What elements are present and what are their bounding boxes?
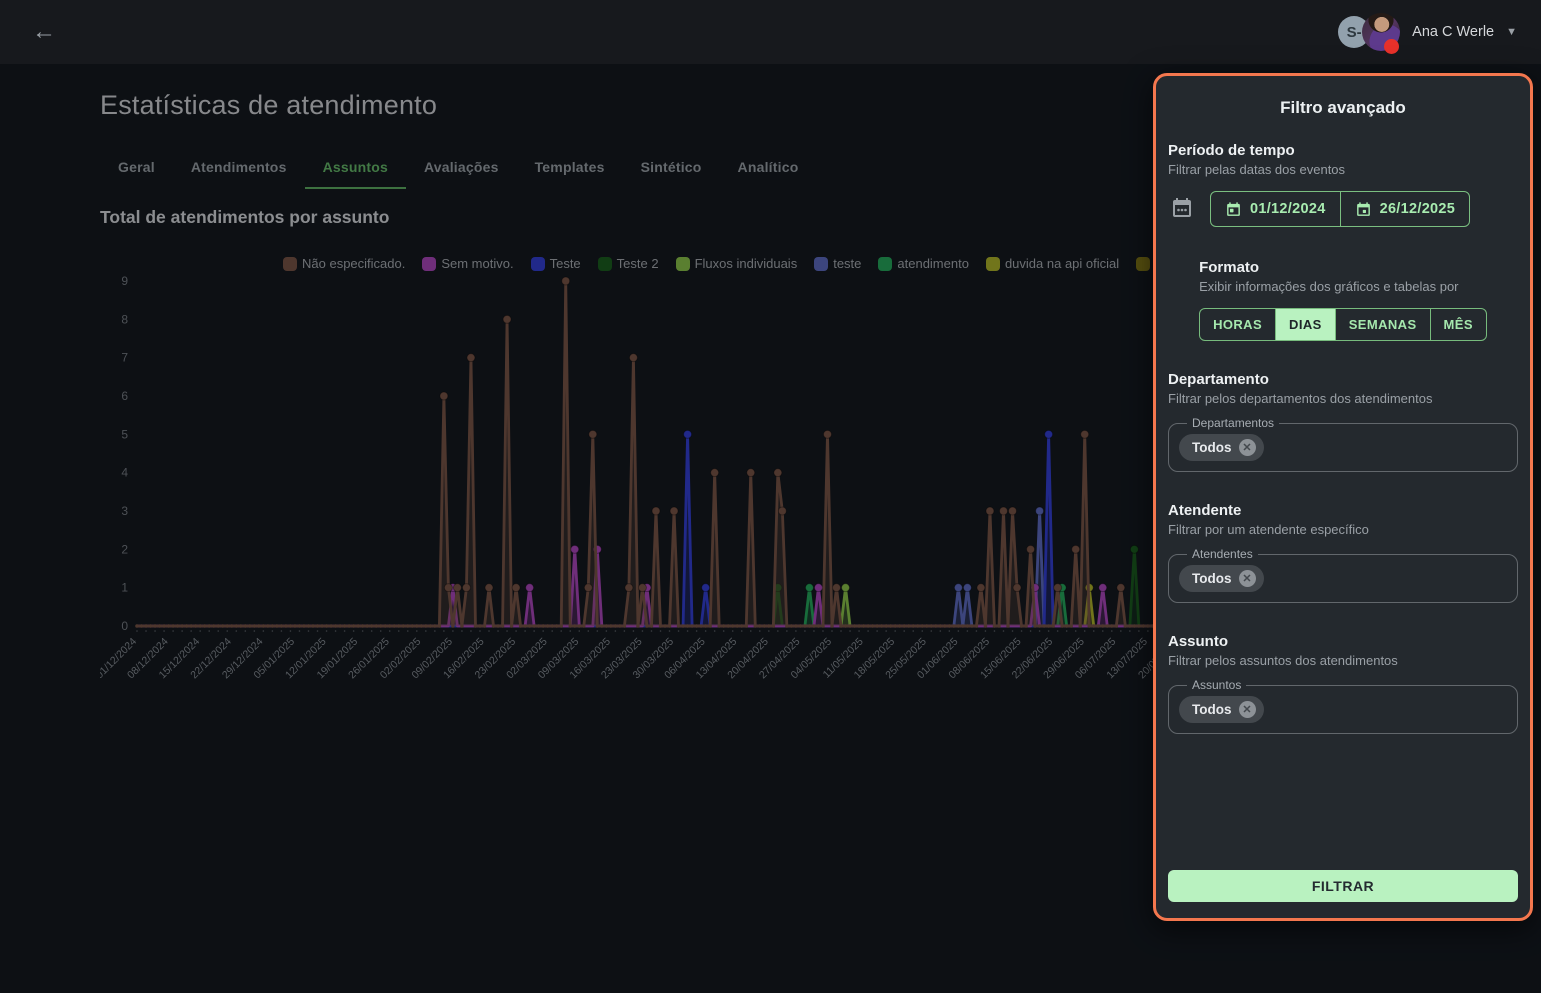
user-menu[interactable]: S- Ana C Werle ▼: [1338, 11, 1517, 53]
back-button[interactable]: ←: [24, 12, 64, 52]
panel-title: Filtro avançado: [1168, 98, 1518, 118]
calendar-start-icon: [1225, 201, 1242, 218]
topbar: ← S- Ana C Werle ▼: [0, 0, 1541, 64]
chip-remove-icon[interactable]: ✕: [1239, 701, 1256, 718]
format-heading: Formato: [1199, 259, 1487, 276]
agents-field[interactable]: Atendentes Todos ✕: [1168, 547, 1518, 603]
start-date-cell[interactable]: 01/12/2024: [1211, 192, 1340, 226]
agents-field-label: Atendentes: [1187, 547, 1258, 561]
avatar-group: S-: [1338, 11, 1400, 53]
date-range-control[interactable]: 01/12/2024 26/12/2025: [1210, 191, 1470, 227]
department-subheading: Filtrar pelos departamentos dos atendime…: [1168, 391, 1518, 406]
user-status-badge: [1384, 39, 1399, 54]
date-range-picker-button[interactable]: [1168, 194, 1196, 225]
chevron-down-icon: ▼: [1506, 26, 1517, 38]
format-subheading: Exibir informações dos gráficos e tabela…: [1199, 279, 1487, 294]
departments-chip[interactable]: Todos ✕: [1179, 434, 1264, 461]
format-section: Formato Exibir informações dos gráficos …: [1199, 259, 1487, 341]
chip-remove-icon[interactable]: ✕: [1239, 570, 1256, 587]
end-date-cell[interactable]: 26/12/2025: [1340, 192, 1470, 226]
panel-spacer: [1168, 734, 1518, 870]
subjects-field-label: Assuntos: [1187, 678, 1246, 692]
subjects-chip[interactable]: Todos ✕: [1179, 696, 1264, 723]
format-option-horas[interactable]: HORAS: [1200, 309, 1276, 340]
period-heading: Período de tempo: [1168, 142, 1518, 159]
user-name: Ana C Werle: [1412, 24, 1494, 40]
agents-chip-label: Todos: [1192, 571, 1232, 586]
advanced-filter-panel: Filtro avançado Período de tempo Filtrar…: [1153, 73, 1533, 921]
format-option-mes[interactable]: MÊS: [1431, 309, 1486, 340]
department-section: Departamento Filtrar pelos departamentos…: [1168, 371, 1518, 472]
departments-field-label: Departamentos: [1187, 416, 1279, 430]
departments-chip-label: Todos: [1192, 440, 1232, 455]
period-subheading: Filtrar pelas datas dos eventos: [1168, 162, 1518, 177]
period-section: Período de tempo Filtrar pelas datas dos…: [1168, 142, 1518, 227]
agent-section: Atendente Filtrar por um atendente espec…: [1168, 502, 1518, 603]
agent-heading: Atendente: [1168, 502, 1518, 519]
department-heading: Departamento: [1168, 371, 1518, 388]
format-option-semanas[interactable]: SEMANAS: [1336, 309, 1431, 340]
date-range-icon: [1170, 196, 1194, 220]
subject-section: Assunto Filtrar pelos assuntos dos atend…: [1168, 633, 1518, 734]
subjects-field[interactable]: Assuntos Todos ✕: [1168, 678, 1518, 734]
chip-remove-icon[interactable]: ✕: [1239, 439, 1256, 456]
calendar-end-icon: [1355, 201, 1372, 218]
agent-subheading: Filtrar por um atendente específico: [1168, 522, 1518, 537]
subjects-chip-label: Todos: [1192, 702, 1232, 717]
end-date-value: 26/12/2025: [1380, 201, 1456, 217]
format-option-dias[interactable]: DIAS: [1276, 309, 1336, 340]
subject-subheading: Filtrar pelos assuntos dos atendimentos: [1168, 653, 1518, 668]
start-date-value: 01/12/2024: [1250, 201, 1326, 217]
format-toggle-group: HORASDIASSEMANASMÊS: [1199, 308, 1487, 341]
filter-button[interactable]: FILTRAR: [1168, 870, 1518, 902]
departments-field[interactable]: Departamentos Todos ✕: [1168, 416, 1518, 472]
arrow-left-icon: ←: [32, 18, 56, 46]
subject-heading: Assunto: [1168, 633, 1518, 650]
agents-chip[interactable]: Todos ✕: [1179, 565, 1264, 592]
